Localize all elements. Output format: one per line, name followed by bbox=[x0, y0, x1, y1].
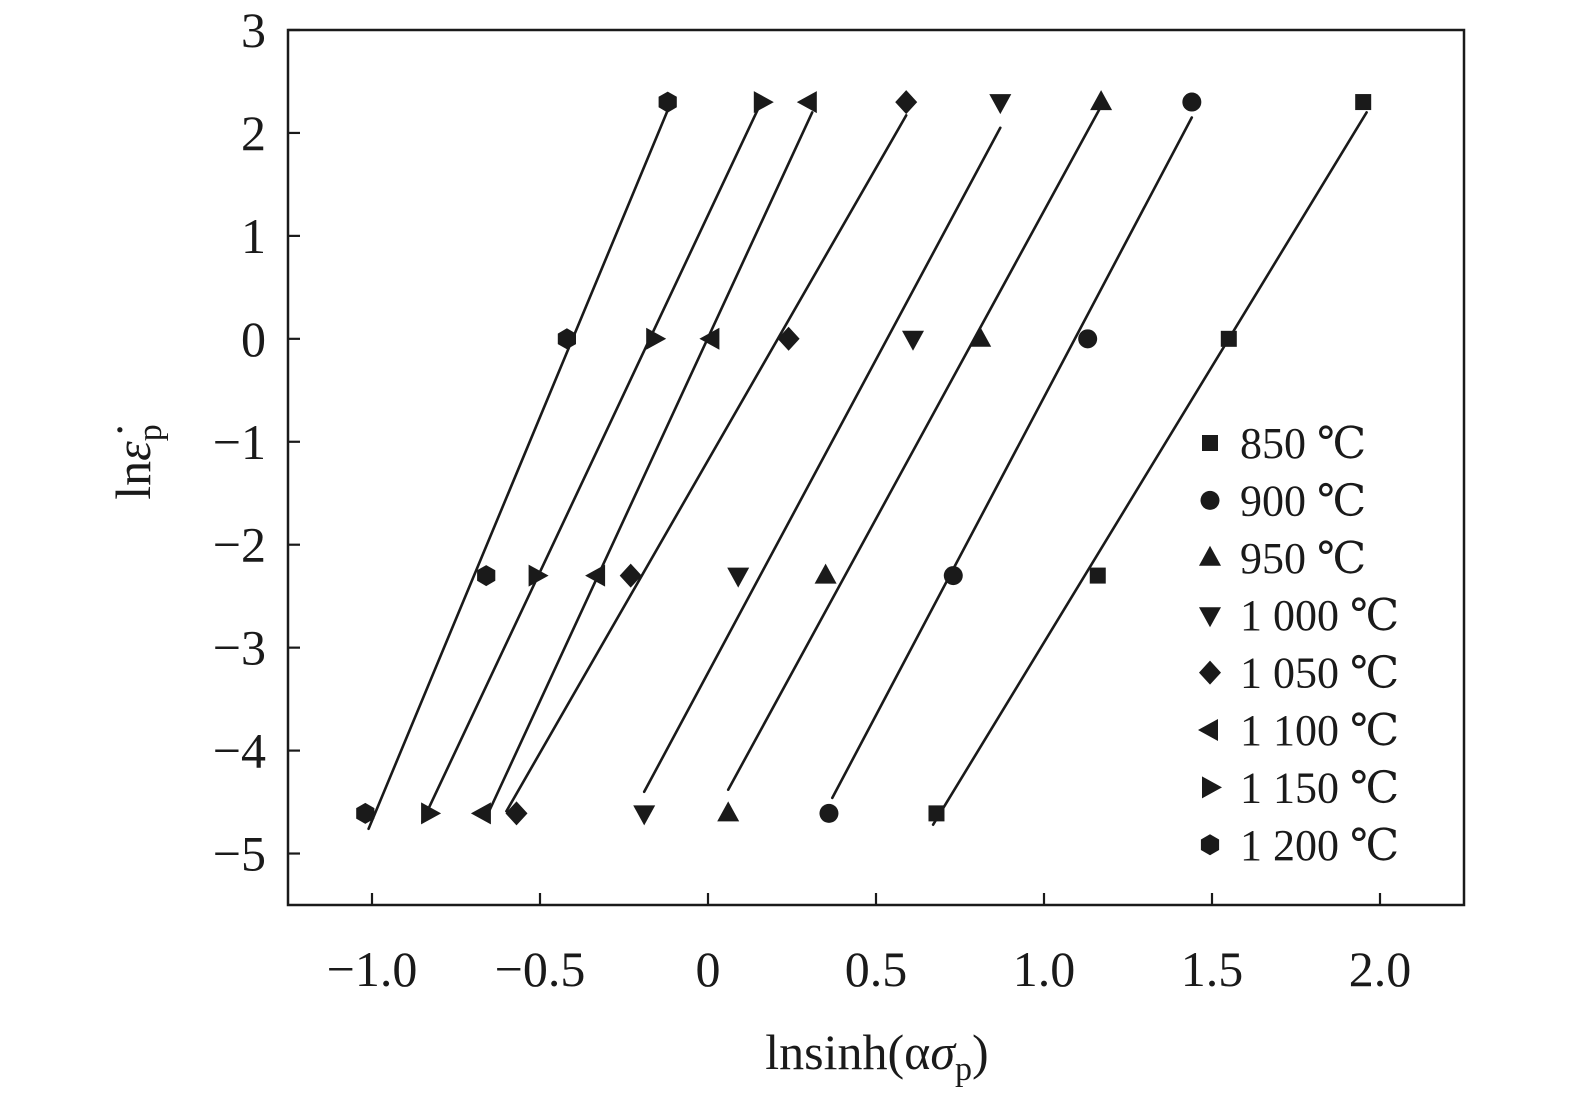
point-1050c-2 bbox=[777, 326, 800, 351]
x-tick-label: 1.5 bbox=[1181, 941, 1244, 997]
legend-item-1100c: 1 100 ℃ bbox=[1198, 706, 1399, 755]
y-axis-title: lnε̇p bbox=[105, 424, 169, 500]
point-900c-2 bbox=[1078, 329, 1098, 349]
y-tick-label: 0 bbox=[241, 311, 266, 367]
point-850c-1 bbox=[1355, 94, 1372, 111]
y-tick-label: −2 bbox=[213, 517, 266, 573]
x-tick-label: 2.0 bbox=[1349, 941, 1412, 997]
point-1000c-4 bbox=[633, 805, 656, 826]
point-1200c-3 bbox=[477, 565, 496, 587]
legend-item-1050c: 1 050 ℃ bbox=[1199, 649, 1399, 698]
point-1000c-3 bbox=[727, 567, 750, 588]
point-1000c-2 bbox=[902, 330, 924, 351]
legend-marker-950c bbox=[1199, 545, 1221, 566]
point-850c-4 bbox=[928, 805, 945, 822]
point-900c-1 bbox=[1182, 92, 1202, 112]
legend-item-1150c: 1 150 ℃ bbox=[1202, 763, 1399, 812]
x-tick-label: −1.0 bbox=[327, 941, 418, 997]
fit-line-950c bbox=[726, 104, 1103, 792]
fit-line-1100c bbox=[484, 111, 814, 819]
legend-marker-850c bbox=[1202, 435, 1218, 451]
legend: 850 ℃ 900 ℃ 950 ℃ 1 000 ℃ 1 050 ℃ 1 100 ℃ 1 15… bbox=[1198, 419, 1399, 870]
legend-marker-1150c bbox=[1202, 776, 1222, 799]
point-1200c-4 bbox=[356, 802, 375, 824]
point-1050c-4 bbox=[505, 801, 528, 826]
legend-marker-1000c bbox=[1199, 607, 1221, 628]
point-950c-3 bbox=[814, 563, 837, 584]
x-axis-ticks: −1.0 −0.5 0 0.5 1.0 1.5 2.0 bbox=[327, 893, 1412, 997]
point-950c-2 bbox=[969, 326, 992, 347]
y-tick-label: −5 bbox=[213, 826, 266, 882]
fit-line-850c bbox=[931, 111, 1368, 827]
point-1100c-4 bbox=[470, 802, 491, 825]
x-axis-title-subscript: p bbox=[955, 1051, 972, 1088]
legend-label-1100c: 1 100 ℃ bbox=[1240, 706, 1399, 755]
point-1150c-1 bbox=[753, 91, 774, 114]
x-axis-title-main: lnsinh(α bbox=[765, 1024, 930, 1080]
fit-line-1050c bbox=[505, 114, 908, 813]
legend-marker-1100c bbox=[1198, 719, 1218, 741]
legend-label-1200c: 1 200 ℃ bbox=[1240, 821, 1399, 870]
legend-item-850c: 850 ℃ bbox=[1202, 419, 1366, 468]
point-850c-2 bbox=[1220, 330, 1237, 347]
point-950c-1 bbox=[1090, 90, 1113, 111]
x-axis-title-symbol: σ bbox=[930, 1024, 957, 1080]
fit-line-1200c bbox=[367, 109, 670, 831]
point-1200c-1 bbox=[658, 91, 677, 113]
legend-label-950c: 950 ℃ bbox=[1240, 534, 1366, 583]
y-tick-label: −4 bbox=[213, 723, 266, 779]
y-axis-title-subscript: p bbox=[132, 424, 169, 441]
point-900c-4 bbox=[819, 803, 839, 823]
point-900c-3 bbox=[943, 566, 963, 586]
legend-label-850c: 850 ℃ bbox=[1240, 419, 1366, 468]
point-1000c-1 bbox=[989, 94, 1012, 115]
point-1200c-2 bbox=[557, 328, 576, 350]
y-tick-label: 2 bbox=[241, 105, 266, 161]
legend-item-1200c: 1 200 ℃ bbox=[1200, 821, 1399, 870]
point-1050c-1 bbox=[895, 90, 918, 115]
x-axis-title: lnsinh(ασp) bbox=[765, 1024, 988, 1088]
point-850c-3 bbox=[1089, 567, 1106, 584]
x-tick-label: 0.5 bbox=[845, 941, 908, 997]
point-1150c-3 bbox=[528, 564, 549, 587]
x-axis-title-close: ) bbox=[972, 1024, 989, 1080]
y-tick-label: −3 bbox=[213, 620, 266, 676]
fit-line-1150c bbox=[421, 106, 760, 823]
point-1150c-4 bbox=[421, 802, 442, 825]
point-1100c-3 bbox=[585, 564, 606, 587]
legend-label-900c: 900 ℃ bbox=[1240, 476, 1366, 525]
point-1150c-2 bbox=[646, 327, 667, 350]
y-tick-label: 3 bbox=[241, 2, 266, 58]
legend-marker-1050c bbox=[1199, 660, 1221, 685]
fit-line-900c bbox=[830, 116, 1194, 800]
legend-label-1050c: 1 050 ℃ bbox=[1240, 649, 1399, 698]
x-tick-label: −0.5 bbox=[495, 941, 586, 997]
x-tick-label: 1.0 bbox=[1013, 941, 1076, 997]
y-tick-label: −1 bbox=[213, 414, 266, 470]
legend-item-900c: 900 ℃ bbox=[1200, 476, 1366, 525]
point-1100c-2 bbox=[699, 327, 720, 350]
y-axis-title-main: ln bbox=[105, 461, 161, 500]
legend-marker-1200c bbox=[1200, 834, 1220, 856]
x-tick-label: 0 bbox=[696, 941, 721, 997]
legend-item-950c: 950 ℃ bbox=[1199, 534, 1366, 583]
legend-marker-900c bbox=[1200, 490, 1220, 510]
y-tick-label: 1 bbox=[241, 208, 266, 264]
legend-label-1000c: 1 000 ℃ bbox=[1240, 591, 1399, 640]
y-axis-ticks: 3 2 1 0 −1 −2 −3 −4 −5 bbox=[213, 2, 300, 882]
point-1050c-3 bbox=[619, 563, 642, 588]
point-950c-4 bbox=[717, 801, 740, 822]
point-1100c-1 bbox=[796, 91, 817, 114]
fit-line-1000c bbox=[642, 126, 1002, 794]
legend-item-1000c: 1 000 ℃ bbox=[1199, 591, 1399, 640]
legend-label-1150c: 1 150 ℃ bbox=[1240, 763, 1399, 812]
fit-lines bbox=[367, 104, 1368, 831]
data-points bbox=[356, 90, 1372, 826]
